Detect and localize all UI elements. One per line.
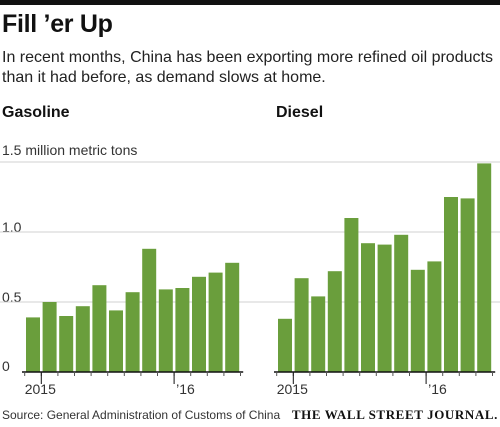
diesel-bar (344, 218, 359, 372)
y-tick-label-1-5: 1.5 million metric tons (2, 142, 138, 158)
y-tick-label-0-5: 0.5 (2, 289, 22, 305)
gasoline-bar (192, 276, 206, 372)
diesel-bar (410, 269, 425, 372)
gasoline-bar (158, 289, 173, 372)
diesel-bar (361, 243, 375, 372)
diesel-bar (311, 296, 326, 372)
gasoline-x-tick-label: ’16 (176, 381, 195, 397)
diesel-bar (377, 244, 392, 372)
gasoline-bar (208, 272, 223, 372)
gasoline-bar (225, 262, 240, 372)
gasoline-bar (175, 288, 190, 372)
y-tick-label-0: 0 (2, 358, 10, 374)
gasoline-bar (92, 285, 107, 372)
diesel-x-tick-label: 2015 (277, 381, 308, 397)
chart-title: Fill ’er Up (2, 10, 113, 38)
diesel-bar (394, 234, 409, 372)
gasoline-bar (26, 317, 40, 372)
gasoline-bar (42, 302, 57, 372)
top-rule (0, 0, 500, 5)
diesel-bar (278, 318, 292, 372)
chart-subtitle: In recent months, China has been exporti… (2, 49, 493, 86)
diesel-bar (327, 271, 342, 372)
diesel-bar (294, 278, 309, 372)
source-note: Source: General Administration of Custom… (2, 408, 281, 422)
diesel-x-tick-label: ’16 (428, 381, 447, 397)
gasoline-bar (75, 306, 90, 372)
diesel-bar (444, 197, 458, 372)
gasoline-panel-title: Gasoline (2, 104, 70, 121)
gasoline-x-tick-label: 2015 (25, 381, 56, 397)
gasoline-bar (59, 316, 74, 372)
diesel-bar (477, 163, 492, 372)
publisher-logo: THE WALL STREET JOURNAL. (291, 407, 498, 422)
gasoline-bar (142, 248, 157, 372)
diesel-panel-title: Diesel (276, 104, 324, 121)
gasoline-bar (125, 292, 140, 372)
diesel-bar (427, 261, 442, 372)
gasoline-bar (109, 310, 123, 372)
diesel-bar (460, 198, 475, 372)
y-tick-label-1-0: 1.0 (2, 219, 22, 235)
